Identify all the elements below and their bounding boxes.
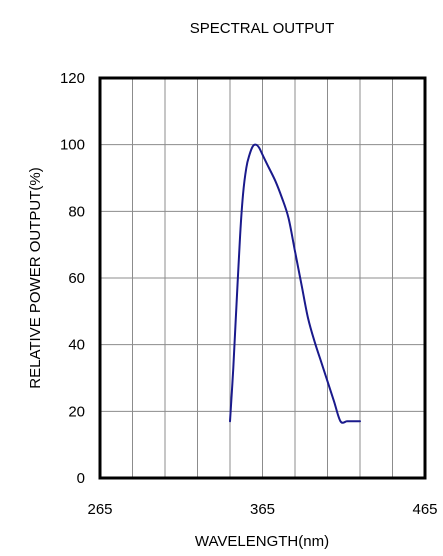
x-tick-label-265: 265 [87, 501, 112, 518]
y-tick-label-100: 100 [60, 137, 85, 154]
y-axis-label: RELATIVE POWER OUTPUT(%) [27, 167, 44, 388]
x-axis-label: WAVELENGTH(nm) [195, 533, 329, 550]
y-tick-label-20: 20 [68, 403, 85, 420]
y-tick-label-80: 80 [68, 203, 85, 220]
y-tick-label-0: 0 [77, 470, 85, 487]
chart-title: SPECTRAL OUTPUT [190, 20, 334, 37]
x-tick-label-365: 365 [250, 501, 275, 518]
y-tick-label-40: 40 [68, 337, 85, 354]
y-tick-labels: 0 20 40 60 80 100 120 [60, 70, 85, 487]
grid-lines [100, 78, 425, 478]
y-tick-label-60: 60 [68, 270, 85, 287]
x-tick-label-465: 465 [412, 501, 437, 518]
y-tick-label-120: 120 [60, 70, 85, 87]
x-tick-labels: 265 365 465 [87, 501, 437, 518]
